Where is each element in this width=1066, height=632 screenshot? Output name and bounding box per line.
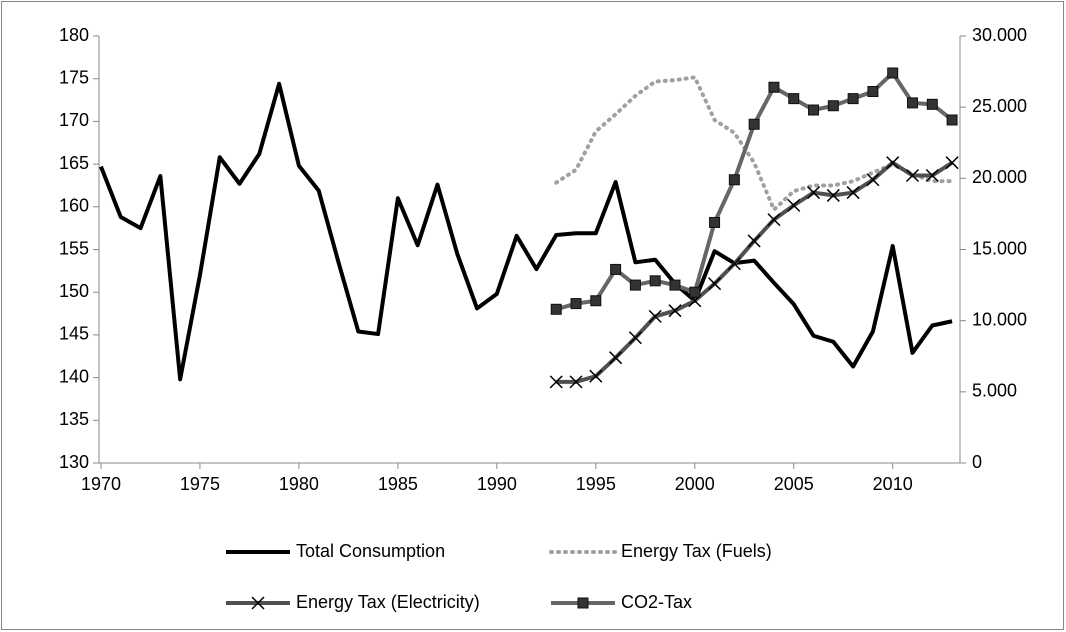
legend-marker — [577, 597, 589, 609]
data-marker — [727, 257, 741, 271]
data-marker — [767, 213, 781, 227]
data-marker — [807, 186, 821, 200]
data-marker — [887, 67, 899, 79]
data-marker — [867, 86, 879, 98]
y2-tick-label: 10.000 — [972, 309, 1027, 329]
data-marker — [847, 93, 859, 105]
data-marker — [709, 216, 721, 228]
data-marker — [669, 279, 681, 291]
data-marker — [925, 168, 939, 183]
data-marker — [945, 156, 959, 170]
legend-label: Energy Tax (Fuels) — [621, 541, 772, 561]
y-tick-label: 180 — [59, 25, 89, 45]
y2-tick-label: 25.000 — [972, 96, 1027, 116]
data-marker — [827, 100, 839, 112]
x-tick-label: 2005 — [774, 474, 814, 494]
data-marker — [846, 186, 860, 200]
data-marker — [826, 188, 840, 202]
x-tick-label: 1995 — [576, 474, 616, 494]
x-tick-label: 1985 — [378, 474, 418, 494]
data-marker — [728, 174, 740, 186]
data-marker — [628, 331, 642, 345]
data-marker — [808, 104, 820, 116]
data-marker — [768, 81, 780, 93]
data-marker — [649, 275, 661, 287]
data-marker — [569, 375, 583, 389]
y-tick-label: 165 — [59, 153, 89, 173]
y2-tick-label: 20.000 — [972, 167, 1027, 187]
x-tick-label: 2000 — [675, 474, 715, 494]
data-marker — [788, 93, 800, 105]
y-tick-label: 170 — [59, 110, 89, 130]
y-tick-label: 130 — [59, 452, 89, 472]
data-marker — [550, 303, 562, 315]
data-marker — [610, 263, 622, 275]
y-tick-label: 135 — [59, 409, 89, 429]
x-tick-label: 1990 — [477, 474, 517, 494]
y-tick-label: 140 — [59, 366, 89, 386]
legend-label: Total Consumption — [296, 541, 445, 561]
data-marker — [589, 369, 603, 383]
y-tick-label: 160 — [59, 196, 89, 216]
data-marker — [708, 277, 722, 291]
x-tick-label: 1975 — [180, 474, 220, 494]
data-marker — [946, 114, 958, 126]
y2-tick-label: 5.000 — [972, 381, 1017, 401]
legend-marker — [251, 596, 265, 610]
data-marker — [926, 98, 938, 110]
data-marker — [570, 298, 582, 310]
data-marker — [905, 168, 920, 183]
data-marker — [886, 156, 900, 170]
data-marker — [747, 234, 761, 248]
y2-tick-label: 15.000 — [972, 238, 1027, 258]
x-tick-label: 1970 — [81, 474, 121, 494]
data-marker — [787, 198, 801, 212]
y-tick-label: 150 — [59, 281, 89, 301]
legend-label: CO2-Tax — [621, 592, 692, 612]
data-marker — [906, 97, 918, 109]
y-tick-label: 175 — [59, 67, 89, 87]
data-marker — [549, 375, 563, 389]
y2-tick-label: 0 — [972, 452, 982, 472]
data-marker — [629, 279, 641, 291]
data-marker — [609, 351, 623, 365]
data-marker — [668, 304, 682, 318]
x-tick-label: 1980 — [279, 474, 319, 494]
y-tick-label: 155 — [59, 238, 89, 258]
line-series — [99, 81, 953, 382]
data-marker — [866, 173, 880, 187]
data-marker — [748, 118, 760, 130]
data-marker — [648, 309, 662, 323]
legend-label: Energy Tax (Electricity) — [296, 592, 480, 612]
y2-tick-label: 30.000 — [972, 25, 1027, 45]
x-tick-label: 2010 — [873, 474, 913, 494]
y-tick-label: 145 — [59, 324, 89, 344]
data-marker — [689, 286, 701, 298]
data-marker — [590, 295, 602, 307]
